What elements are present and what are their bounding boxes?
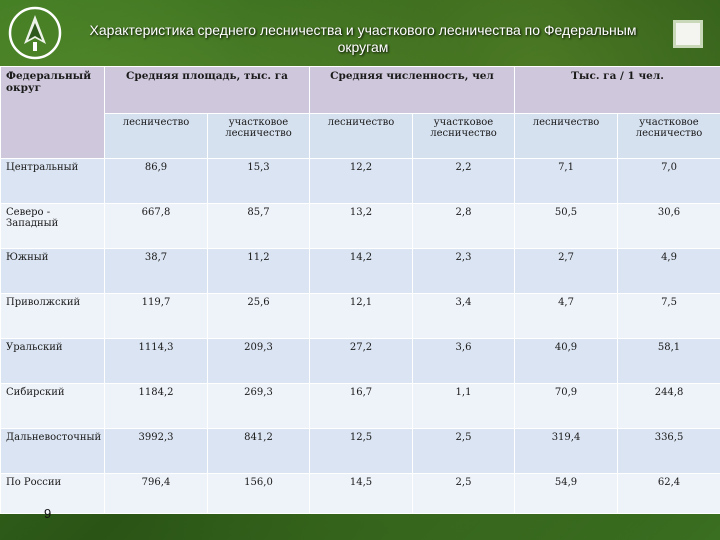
value-cell: 244,8 bbox=[617, 383, 720, 429]
value-cell: 12,2 bbox=[309, 158, 413, 204]
value-cell: 1114,3 bbox=[104, 338, 208, 384]
value-cell: 3992,3 bbox=[104, 428, 208, 474]
value-cell: 62,4 bbox=[617, 473, 720, 514]
value-cell: 7,0 bbox=[617, 158, 720, 204]
value-cell: 156,0 bbox=[207, 473, 310, 514]
value-cell: 86,9 bbox=[104, 158, 208, 204]
value-cell: 119,7 bbox=[104, 293, 208, 339]
table-row: Дальневосточный 3992,3 841,2 12,5 2,5 319,4 33… bbox=[0, 428, 720, 474]
subheader-cell: лесничество bbox=[309, 113, 413, 159]
table-row: Северо - Западный 667,8 85,7 13,2 2,8 50,5 30,… bbox=[0, 203, 720, 249]
value-cell: 30,6 bbox=[617, 203, 720, 249]
value-cell: 2,5 bbox=[411, 473, 516, 514]
table-row: По России 796,4 156,0 14,5 2,5 54,9 62,4 bbox=[0, 473, 720, 514]
district-name: Приволжский bbox=[0, 293, 105, 339]
value-cell: 14,2 bbox=[309, 248, 413, 294]
value-cell: 54,9 bbox=[514, 473, 619, 514]
value-cell: 40,9 bbox=[514, 338, 619, 384]
value-cell: 4,9 bbox=[617, 248, 720, 294]
slide-title: Характеристика среднего лесничества и уч… bbox=[89, 22, 637, 55]
value-cell: 841,2 bbox=[207, 428, 310, 474]
district-name: Сибирский bbox=[0, 383, 105, 429]
value-cell: 70,9 bbox=[514, 383, 619, 429]
value-cell: 269,3 bbox=[207, 383, 310, 429]
value-cell: 7,5 bbox=[617, 293, 720, 339]
value-cell: 58,1 bbox=[617, 338, 720, 384]
district-name: Южный bbox=[0, 248, 105, 294]
value-cell: 3,6 bbox=[411, 338, 516, 384]
value-cell: 209,3 bbox=[207, 338, 310, 384]
district-name: Центральный bbox=[0, 158, 105, 204]
value-cell: 16,7 bbox=[309, 383, 413, 429]
table-row: Южный 38,7 11,2 14,2 2,3 2,7 4,9 bbox=[0, 248, 720, 294]
value-cell: 1184,2 bbox=[104, 383, 208, 429]
value-cell: 7,1 bbox=[514, 158, 619, 204]
forestry-table: Федеральный округ Средняя площадь, тыс. … bbox=[0, 66, 720, 514]
value-cell: 85,7 bbox=[207, 203, 310, 249]
header-avg-staff: Средняя численность, чел bbox=[308, 66, 516, 114]
subheader-cell: участковое лесничество bbox=[617, 113, 720, 159]
subheader-cell: лесничество bbox=[514, 113, 619, 159]
header-avg-area: Средняя площадь, тыс. га bbox=[104, 66, 310, 114]
district-name: Северо - Западный bbox=[0, 203, 105, 249]
value-cell: 3,4 bbox=[411, 293, 516, 339]
value-cell: 14,5 bbox=[309, 473, 413, 514]
subheader-cell: участковое лесничество bbox=[411, 113, 516, 159]
value-cell: 15,3 bbox=[207, 158, 310, 204]
table-row: Уральский 1114,3 209,3 27,2 3,6 40,9 58,1 bbox=[0, 338, 720, 384]
value-cell: 796,4 bbox=[104, 473, 208, 514]
value-cell: 12,5 bbox=[309, 428, 413, 474]
value-cell: 2,5 bbox=[411, 428, 516, 474]
value-cell: 50,5 bbox=[514, 203, 619, 249]
district-name: Дальневосточный bbox=[0, 428, 105, 474]
subheader-cell: лесничество bbox=[104, 113, 208, 159]
slide-header: Характеристика среднего лесничества и уч… bbox=[0, 0, 720, 66]
corner-square bbox=[673, 20, 703, 48]
value-cell: 27,2 bbox=[309, 338, 413, 384]
district-name: Уральский bbox=[0, 338, 105, 384]
value-cell: 12,1 bbox=[309, 293, 413, 339]
value-cell: 319,4 bbox=[514, 428, 619, 474]
table-row: Сибирский 1184,2 269,3 16,7 1,1 70,9 244,8 bbox=[0, 383, 720, 429]
value-cell: 336,5 bbox=[617, 428, 720, 474]
table-row: Центральный 86,9 15,3 12,2 2,2 7,1 7,0 bbox=[0, 158, 720, 204]
table-row: Приволжский 119,7 25,6 12,1 3,4 4,7 7,5 bbox=[0, 293, 720, 339]
page-number: 9 bbox=[44, 506, 52, 521]
value-cell: 4,7 bbox=[514, 293, 619, 339]
value-cell: 13,2 bbox=[309, 203, 413, 249]
value-cell: 2,7 bbox=[514, 248, 619, 294]
subheader-cell: участковое лесничество bbox=[207, 113, 310, 159]
value-cell: 667,8 bbox=[104, 203, 208, 249]
value-cell: 2,8 bbox=[411, 203, 516, 249]
value-cell: 1,1 bbox=[411, 383, 516, 429]
tree-logo-icon bbox=[8, 6, 62, 60]
value-cell: 11,2 bbox=[207, 248, 310, 294]
header-district: Федеральный округ bbox=[0, 66, 105, 159]
district-name: По России bbox=[0, 473, 105, 514]
value-cell: 2,2 bbox=[411, 158, 516, 204]
value-cell: 2,3 bbox=[411, 248, 516, 294]
value-cell: 25,6 bbox=[207, 293, 310, 339]
value-cell: 38,7 bbox=[104, 248, 208, 294]
header-ratio: Тыс. га / 1 чел. bbox=[514, 66, 720, 114]
